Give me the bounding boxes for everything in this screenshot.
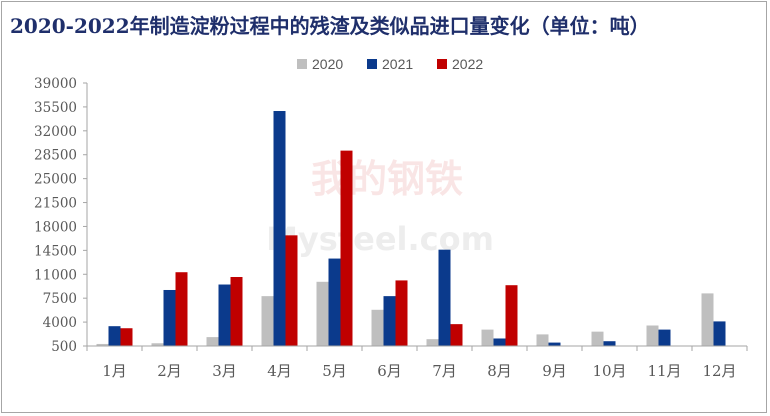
bar-2020-10 xyxy=(591,331,604,346)
y-tick-label: 32000 xyxy=(34,124,77,140)
x-tick-label: 6月 xyxy=(377,362,402,380)
legend-swatch-2021 xyxy=(367,59,377,69)
y-tick-label: 14500 xyxy=(34,243,77,259)
bar-2021-10 xyxy=(603,341,616,346)
y-tick-label: 11000 xyxy=(34,267,77,283)
bar-2022-2 xyxy=(175,272,188,346)
bar-2021-12 xyxy=(713,321,726,346)
y-tick-label: 39000 xyxy=(34,76,77,92)
bar-2021-2 xyxy=(163,289,176,346)
bar-2022-8 xyxy=(505,285,518,346)
bar-2020-2 xyxy=(151,343,164,346)
chart-title: 2020-2022年制造淀粉过程中的残渣及类似品进口量变化（单位：吨） xyxy=(10,14,650,38)
x-tick-label: 3月 xyxy=(212,362,237,380)
y-tick-label: 18000 xyxy=(34,219,77,235)
y-tick-label: 25000 xyxy=(34,172,77,188)
bar-2021-9 xyxy=(548,342,561,346)
bar-2021-4 xyxy=(273,111,286,347)
y-tick-label: 28500 xyxy=(34,148,77,164)
y-tick-label: 4000 xyxy=(43,315,77,331)
x-tick-label: 2月 xyxy=(157,362,182,380)
bar-2021-3 xyxy=(218,284,231,346)
x-tick-label: 12月 xyxy=(702,362,736,380)
bar-2021-5 xyxy=(328,258,341,346)
bar-2020-8 xyxy=(481,329,494,346)
legend-label-2022: 2022 xyxy=(452,56,483,72)
bar-2020-4 xyxy=(261,296,274,346)
bar-2022-4 xyxy=(285,235,298,346)
x-tick-label: 5月 xyxy=(322,362,347,380)
bar-2020-11 xyxy=(646,325,659,346)
x-tick-label: 10月 xyxy=(592,362,626,380)
x-tick-label: 1月 xyxy=(102,362,127,380)
bar-2021-8 xyxy=(493,338,506,346)
x-tick-label: 8月 xyxy=(487,362,512,380)
x-tick-label: 7月 xyxy=(432,362,457,380)
bar-2020-1 xyxy=(96,343,109,346)
watermark-logo-top: 我的钢铁 xyxy=(311,156,463,201)
y-tick-label: 500 xyxy=(51,339,77,355)
bar-2020-6 xyxy=(371,309,384,346)
bar-2022-1 xyxy=(120,328,133,346)
bar-2020-12 xyxy=(701,293,714,346)
y-tick-label: 7500 xyxy=(43,291,77,307)
bar-2022-5 xyxy=(340,150,353,346)
bar-2020-9 xyxy=(536,334,549,346)
x-tick-label: 11月 xyxy=(647,362,681,380)
bar-2020-3 xyxy=(206,337,219,346)
bar-2022-7 xyxy=(450,324,463,346)
watermark-logo-bottom: Mysteel.com xyxy=(266,220,494,258)
legend-swatch-2022 xyxy=(437,59,447,69)
legend-swatch-2020 xyxy=(297,59,307,69)
legend-label-2020: 2020 xyxy=(312,56,343,72)
y-tick-label: 35500 xyxy=(34,100,77,116)
bar-2021-7 xyxy=(438,249,451,346)
bar-2022-3 xyxy=(230,277,243,346)
y-tick-label: 21500 xyxy=(34,196,77,212)
bar-2021-6 xyxy=(383,296,396,346)
bar-2021-11 xyxy=(658,329,671,346)
bar-2022-6 xyxy=(395,280,408,346)
x-tick-label: 4月 xyxy=(267,362,292,380)
bar-2020-7 xyxy=(426,339,439,346)
bar-2020-5 xyxy=(316,281,329,346)
x-tick-label: 9月 xyxy=(542,362,567,380)
legend-label-2021: 2021 xyxy=(382,56,413,72)
bar-2021-1 xyxy=(108,326,121,346)
